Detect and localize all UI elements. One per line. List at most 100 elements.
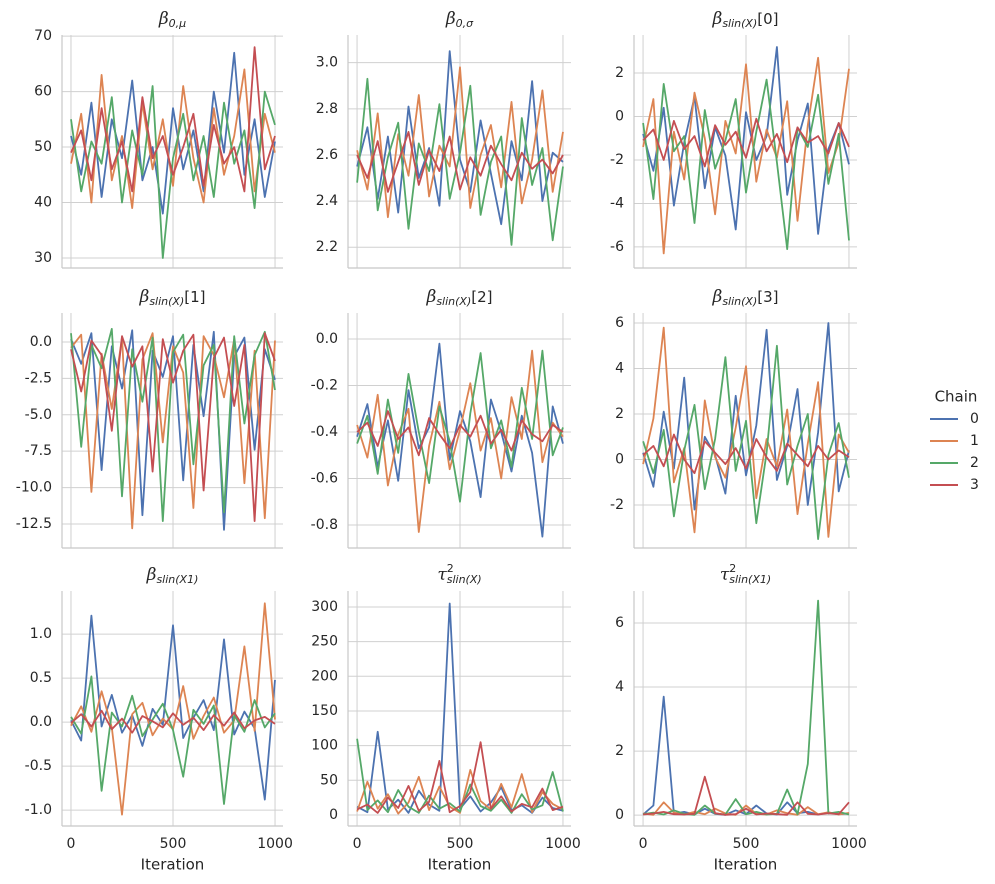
y-tick-label: -0.4: [311, 424, 338, 440]
title-sub: 0,μ: [169, 17, 187, 30]
trace-line: [70, 332, 276, 530]
title-sub: slin(X): [722, 17, 757, 30]
y-tick-label: 150: [311, 703, 338, 719]
y-tick-label: 0.5: [30, 670, 52, 686]
y-tick-label: 60: [34, 84, 52, 100]
y-tick-label: -2.5: [25, 370, 52, 386]
title-suffix: [3]: [757, 288, 778, 306]
trace-line: [70, 329, 276, 531]
title-symbol: τ: [720, 565, 730, 585]
trace-line: [356, 342, 564, 538]
y-tick-label: -12.5: [16, 516, 52, 532]
trace-line: [70, 68, 276, 209]
title-sup: 2: [729, 562, 736, 575]
x-tick-label: 1000: [545, 836, 581, 852]
trace-line: [70, 46, 276, 193]
y-tick-label: 4: [615, 679, 624, 695]
y-tick-label: 2: [615, 743, 624, 759]
y-tick-label: -6: [610, 239, 624, 255]
title-symbol: β: [711, 287, 722, 307]
title-symbol: β: [425, 287, 436, 307]
trace-line: [70, 328, 276, 522]
title-symbol: τ: [437, 565, 447, 585]
title-sub: slin(X): [149, 295, 184, 308]
y-tick-label: 250: [311, 634, 338, 650]
trace-line: [356, 66, 564, 219]
trace-line: [70, 85, 276, 259]
title-sup: 2: [447, 562, 454, 575]
x-axis-label: Iteration: [428, 856, 492, 874]
y-tick-label: 0.0: [30, 714, 52, 730]
title-suffix: [2]: [471, 288, 492, 306]
x-tick-label: 1000: [831, 836, 867, 852]
title-symbol: β: [445, 9, 456, 29]
y-tick-label: 2.2: [316, 239, 338, 255]
y-tick-label: 200: [311, 668, 338, 684]
y-tick-label: 0: [615, 109, 624, 125]
legend-title: Chain: [935, 388, 978, 406]
title-suffix: [0]: [757, 10, 778, 28]
y-tick-label: -0.8: [311, 517, 338, 533]
y-tick-label: 2.8: [316, 101, 338, 117]
y-tick-label: 6: [615, 315, 624, 331]
trace-line: [356, 50, 564, 226]
x-axis-label: Iteration: [141, 856, 205, 874]
title-sub: slin(X): [447, 573, 482, 586]
title-symbol: β: [158, 9, 169, 29]
y-tick-label: 2: [615, 65, 624, 81]
x-tick-label: 500: [160, 836, 187, 852]
trace-line: [642, 46, 850, 235]
y-tick-label: 0.0: [30, 334, 52, 350]
trace-line: [642, 801, 850, 816]
x-tick-label: 0: [639, 836, 648, 852]
y-tick-label: 2.6: [316, 147, 338, 163]
y-tick-label: -0.2: [311, 378, 338, 394]
y-tick-label: -1.0: [25, 802, 52, 818]
y-tick-label: 300: [311, 599, 338, 615]
title-sub: slin(X1): [729, 573, 771, 586]
y-tick-label: 40: [34, 195, 52, 211]
trace-line: [643, 775, 850, 816]
title-symbol: β: [146, 565, 157, 585]
x-axis-label: Iteration: [714, 856, 778, 874]
y-tick-label: -2: [610, 497, 624, 513]
legend-label: 0: [970, 411, 979, 427]
trace-line: [356, 349, 564, 503]
x-tick-label: 500: [447, 836, 474, 852]
trace-line: [70, 709, 276, 734]
chart-title: βslin(X1): [146, 565, 199, 587]
legend-label: 1: [970, 433, 979, 449]
trace-line: [356, 741, 564, 814]
chart-title: τ2 slin(X): [437, 562, 481, 586]
y-tick-label: 70: [34, 28, 52, 44]
y-tick-label: -4: [610, 195, 624, 211]
chart-title: βslin(X)[1]: [138, 287, 205, 309]
y-tick-label: 0.0: [316, 331, 338, 347]
y-tick-label: -7.5: [25, 443, 52, 459]
y-tick-label: 50: [34, 139, 52, 155]
trace-line: [70, 332, 276, 522]
y-tick-label: -0.6: [311, 470, 338, 486]
trace-line: [642, 344, 850, 540]
title-sub: slin(X): [436, 295, 471, 308]
title-sub: slin(X): [722, 295, 757, 308]
y-tick-label: 30: [34, 250, 52, 266]
y-tick-label: 2: [615, 406, 624, 422]
y-tick-label: 2.4: [316, 193, 338, 209]
y-tick-label: 1.0: [30, 626, 52, 642]
y-tick-label: -2: [610, 152, 624, 168]
x-tick-label: 0: [353, 836, 362, 852]
y-tick-label: 100: [311, 738, 338, 754]
y-tick-label: 0: [329, 807, 338, 823]
chart-title: βslin(X)[0]: [711, 9, 778, 31]
title-symbol: β: [138, 287, 149, 307]
trace-line: [356, 410, 564, 457]
y-tick-label: 6: [615, 615, 624, 631]
y-tick-label: 50: [320, 772, 338, 788]
y-tick-label: -10.0: [16, 480, 52, 496]
trace-line: [356, 349, 564, 533]
legend-label: 3: [970, 477, 979, 493]
trace-line: [70, 675, 276, 805]
chart-title: βslin(X)[3]: [711, 287, 778, 309]
